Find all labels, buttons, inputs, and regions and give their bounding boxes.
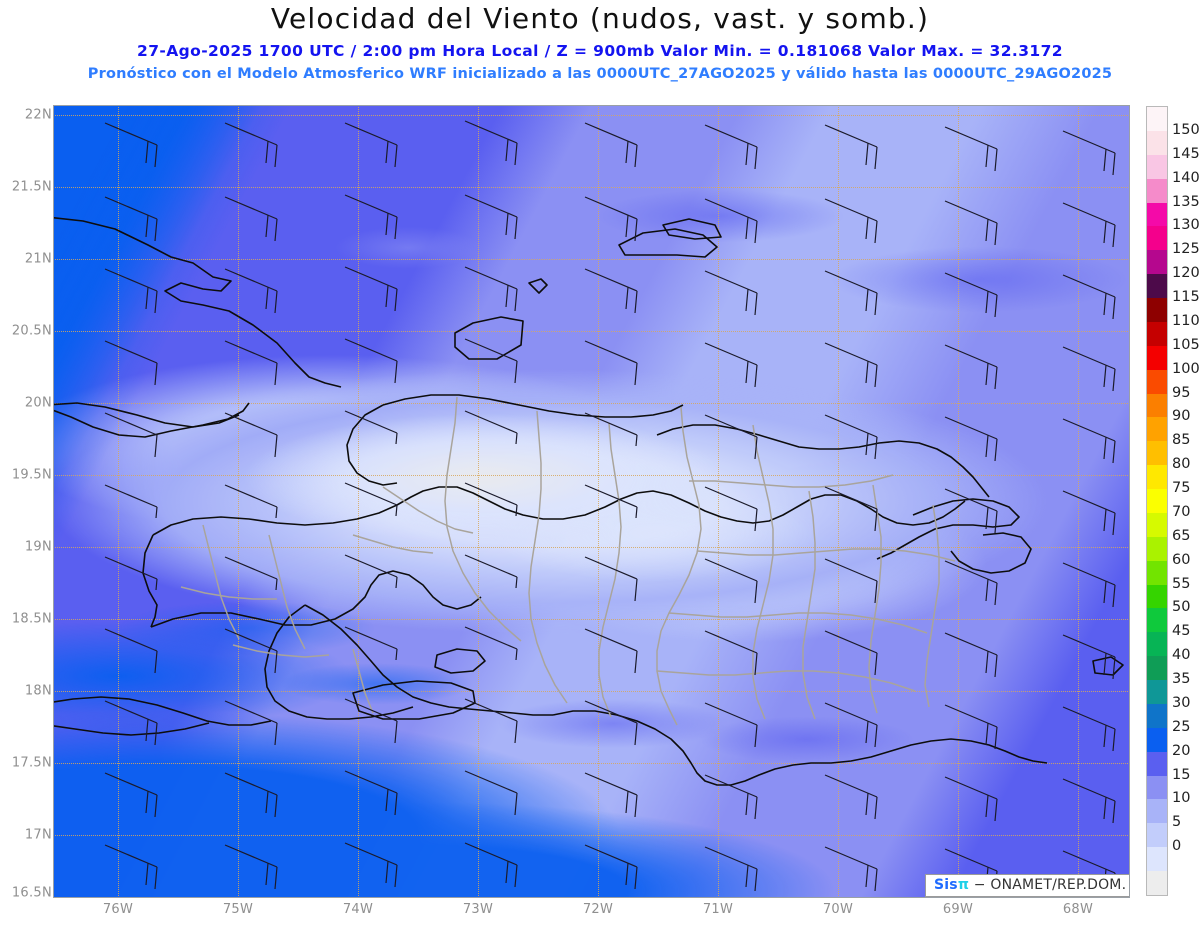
colorbar-segment xyxy=(1147,393,1167,418)
colorbar-tick: 50 xyxy=(1172,599,1191,616)
colorbar-tick: 110 xyxy=(1172,312,1200,329)
colorbar-segment xyxy=(1147,274,1167,298)
y-tick-7: 18.5N xyxy=(11,611,52,627)
colorbar-tick: 100 xyxy=(1172,360,1200,377)
colorbar-segment xyxy=(1147,250,1167,275)
y-tick-8: 18N xyxy=(24,683,52,699)
attribution-logo: Sisπ − ONAMET/REP.DOM. xyxy=(925,874,1130,897)
colorbar-segment xyxy=(1147,512,1167,537)
colorbar-tick: 55 xyxy=(1172,575,1191,592)
x-tick-0: 76W xyxy=(102,902,134,917)
y-tick-1: 21.5N xyxy=(11,179,52,195)
colorbar xyxy=(1146,106,1168,896)
colorbar-segment xyxy=(1147,823,1167,848)
colorbar-tick: 5 xyxy=(1172,814,1182,831)
colorbar-tick: 45 xyxy=(1172,623,1191,640)
x-tick-3: 73W xyxy=(462,902,494,917)
colorbar-tick: 135 xyxy=(1172,193,1200,210)
y-tick-0: 22N xyxy=(24,107,52,123)
colorbar-segment xyxy=(1147,441,1167,466)
colorbar-segment xyxy=(1147,489,1167,513)
colorbar-segment xyxy=(1147,536,1167,561)
x-tick-6: 70W xyxy=(822,902,854,917)
x-tick-2: 74W xyxy=(342,902,374,917)
colorbar-tick: 80 xyxy=(1172,456,1191,473)
colorbar-segment xyxy=(1147,608,1167,633)
colorbar-segment xyxy=(1147,560,1167,585)
model-info-line: Pronóstico con el Modelo Atmosferico WRF… xyxy=(87,66,1113,82)
colorbar-tick: 150 xyxy=(1172,121,1200,138)
y-tick-2: 21N xyxy=(24,251,52,267)
x-tick-7: 69W xyxy=(942,902,974,917)
colorbar-tick: 0 xyxy=(1172,838,1182,855)
colorbar-tick: 35 xyxy=(1172,671,1191,688)
x-tick-4: 72W xyxy=(582,902,614,917)
x-tick-8: 68W xyxy=(1062,902,1094,917)
coastline-path xyxy=(53,216,1124,786)
colorbar-segment xyxy=(1147,465,1167,489)
colorbar-tick: 15 xyxy=(1172,766,1191,783)
colorbar-tick: 75 xyxy=(1172,480,1191,497)
colorbar-segment xyxy=(1147,632,1167,657)
logo-pi-icon: π xyxy=(957,877,970,893)
colorbar-segment xyxy=(1147,107,1167,131)
x-tick-5: 71W xyxy=(702,902,734,917)
colorbar-segment xyxy=(1147,727,1167,752)
y-tick-6: 19N xyxy=(24,539,52,555)
colorbar-segment xyxy=(1147,321,1167,346)
colorbar-tick-labels: 150 145 140 135 130 125 120 115 110 105 100 95 90 85 8… xyxy=(1172,106,1200,896)
colorbar-segment xyxy=(1147,417,1167,442)
y-tick-4: 20N xyxy=(24,395,52,411)
colorbar-segment xyxy=(1147,751,1167,776)
y-tick-11: 16.5N xyxy=(11,885,52,901)
colorbar-segment xyxy=(1147,130,1167,155)
colorbar-segment xyxy=(1147,799,1167,824)
coastline-overlay xyxy=(53,216,1124,786)
colorbar-tick: 125 xyxy=(1172,241,1200,258)
colorbar-tick: 40 xyxy=(1172,647,1191,664)
colorbar-tick: 130 xyxy=(1172,217,1200,234)
colorbar-segment xyxy=(1147,871,1167,895)
colorbar-tick: 85 xyxy=(1172,432,1191,449)
y-tick-3: 20.5N xyxy=(11,323,52,339)
forecast-meta-line: 27-Ago-2025 1700 UTC / 2:00 pm Hora Loca… xyxy=(137,42,1063,60)
colorbar-segment xyxy=(1147,154,1167,179)
colorbar-tick: 70 xyxy=(1172,503,1191,520)
colorbar-segment xyxy=(1147,656,1167,680)
page-title: Velocidad del Viento (nudos, vast. y som… xyxy=(270,2,930,35)
colorbar-tick: 20 xyxy=(1172,742,1191,759)
province-boundaries xyxy=(180,396,956,726)
colorbar-segment xyxy=(1147,369,1167,394)
colorbar-tick: 120 xyxy=(1172,265,1200,282)
y-tick-9: 17.5N xyxy=(11,755,52,771)
colorbar-tick: 60 xyxy=(1172,551,1191,568)
colorbar-segment xyxy=(1147,202,1167,227)
colorbar-segment xyxy=(1147,345,1167,370)
colorbar-tick: 145 xyxy=(1172,145,1200,162)
colorbar-tick: 140 xyxy=(1172,169,1200,186)
colorbar-tick: 95 xyxy=(1172,384,1191,401)
y-tick-5: 19.5N xyxy=(11,467,52,483)
y-tick-10: 17N xyxy=(24,827,52,843)
colorbar-segment xyxy=(1147,298,1167,322)
colorbar-segment xyxy=(1147,703,1167,728)
colorbar-tick: 30 xyxy=(1172,694,1191,711)
colorbar-tick: 105 xyxy=(1172,336,1200,353)
colorbar-segment xyxy=(1147,680,1167,704)
map-plot-area[interactable]: Sisπ − ONAMET/REP.DOM. xyxy=(53,105,1130,898)
x-tick-1: 75W xyxy=(222,902,254,917)
colorbar-tick: 90 xyxy=(1172,408,1191,425)
colorbar-segment xyxy=(1147,226,1167,251)
colorbar-tick: 115 xyxy=(1172,289,1200,306)
colorbar-segment xyxy=(1147,775,1167,800)
colorbar-segment xyxy=(1147,584,1167,609)
colorbar-tick: 25 xyxy=(1172,718,1191,735)
logo-org-text: − ONAMET/REP.DOM. xyxy=(973,877,1127,893)
colorbar-segment xyxy=(1147,847,1167,871)
colorbar-tick: 10 xyxy=(1172,790,1191,807)
logo-sis-text: Sis xyxy=(934,877,958,893)
colorbar-segment xyxy=(1147,178,1167,203)
colorbar-tick: 65 xyxy=(1172,527,1191,544)
